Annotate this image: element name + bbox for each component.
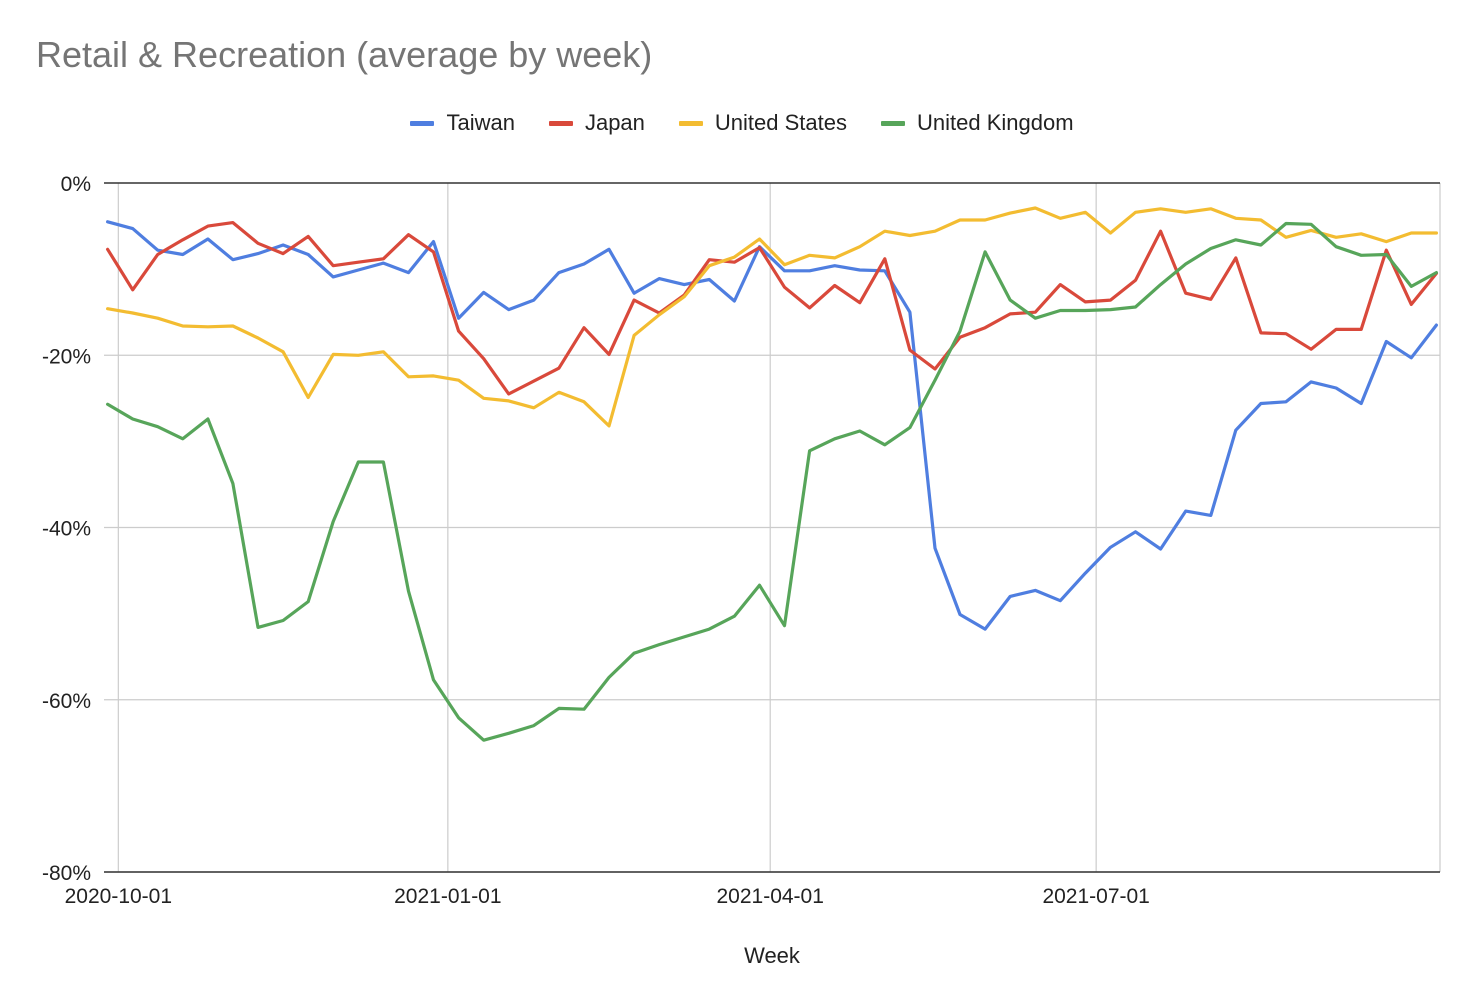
axes xyxy=(104,182,1440,873)
legend-swatch xyxy=(548,120,573,126)
y-tick-label: -40% xyxy=(42,518,91,541)
legend-swatch xyxy=(880,120,905,126)
series-lines xyxy=(105,206,1439,742)
legend: Taiwan Japan United States United Kingdom xyxy=(0,108,1484,138)
x-tick-label: 2021-07-01 xyxy=(1042,885,1149,908)
y-tick-label: -80% xyxy=(42,862,91,885)
legend-label: United Kingdom xyxy=(916,110,1074,135)
chart-title: Retail & Recreation (average by week) xyxy=(36,34,653,75)
legend-entry-united-states[interactable]: United States xyxy=(678,110,847,136)
x-axis-title: Week xyxy=(744,943,801,968)
series-line-taiwan xyxy=(105,220,1439,631)
y-tick-label: -20% xyxy=(42,345,91,368)
legend-label: United States xyxy=(714,110,847,135)
legend-label: Taiwan xyxy=(446,110,515,135)
legend-swatch xyxy=(410,120,435,126)
gridlines xyxy=(104,183,1441,873)
x-tick-label: 2020-10-01 xyxy=(65,885,172,908)
series-line-japan xyxy=(105,221,1439,396)
y-tick-label: -60% xyxy=(42,690,91,713)
legend-entry-united-kingdom[interactable]: United Kingdom xyxy=(880,110,1074,136)
legend-entry-japan[interactable]: Japan xyxy=(548,110,645,136)
series-line-united-kingdom xyxy=(105,221,1439,742)
series-line-united-states xyxy=(105,206,1439,428)
legend-swatch xyxy=(678,120,703,126)
x-tick-label: 2021-01-01 xyxy=(394,885,501,908)
legend-entry-taiwan[interactable]: Taiwan xyxy=(410,110,515,136)
y-tick-label: 0% xyxy=(61,173,91,196)
x-tick-label: 2021-04-01 xyxy=(716,885,823,908)
legend-label: Japan xyxy=(584,110,645,135)
tick-labels: 0% -20% -40% -60% -80%2020-10-01 2021-01-01 20… xyxy=(42,173,1150,908)
